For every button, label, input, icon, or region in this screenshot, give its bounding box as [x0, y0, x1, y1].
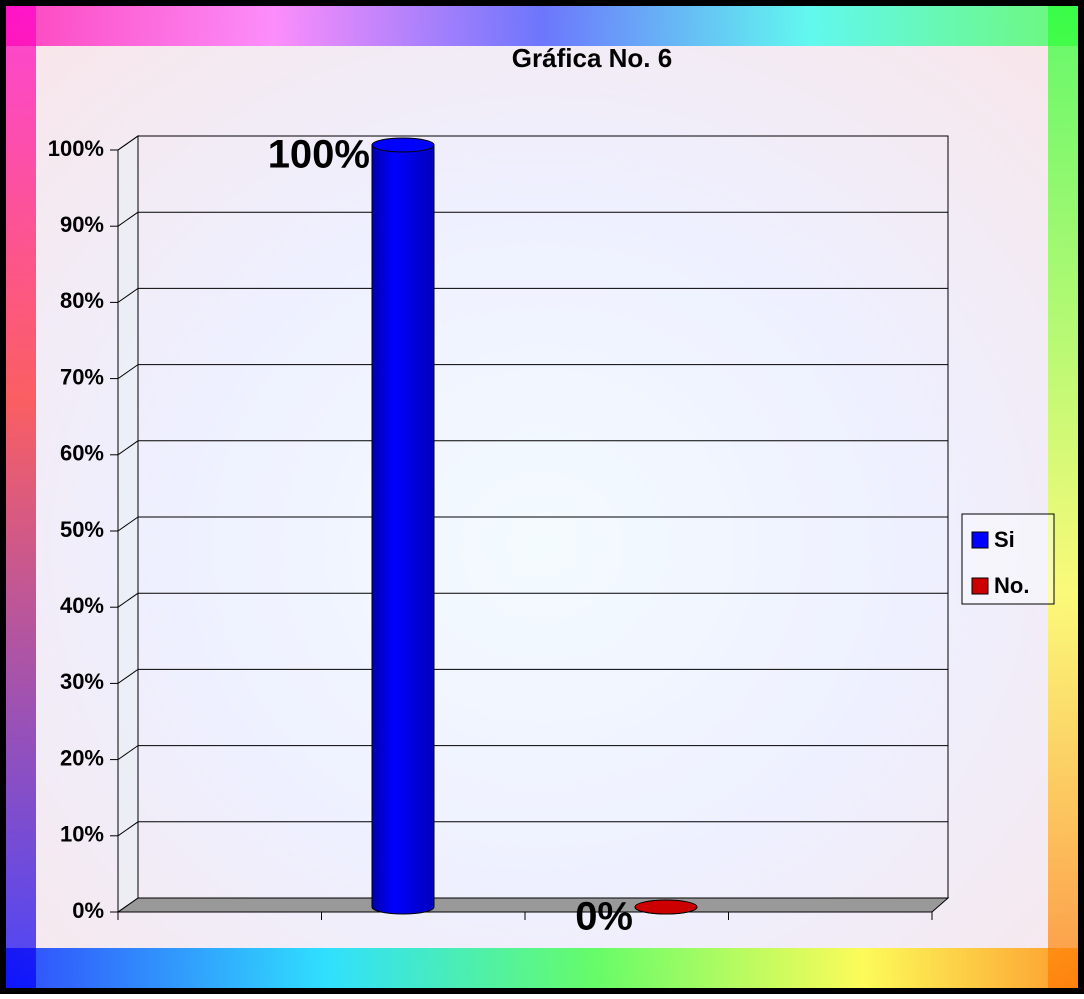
y-tick-label: 20% [60, 745, 104, 770]
frame [1048, 6, 1078, 988]
y-tick-label: 90% [60, 212, 104, 237]
chart-title: Gráfica No. 6 [512, 43, 672, 73]
frame [6, 6, 36, 988]
value-label: 100% [268, 133, 370, 177]
y-tick-label: 40% [60, 593, 104, 618]
legend-swatch [972, 532, 988, 548]
bar-cap [372, 138, 434, 152]
y-tick-label: 60% [60, 441, 104, 466]
frame [6, 948, 1078, 988]
background [6, 6, 1078, 988]
y-tick-label: 50% [60, 517, 104, 542]
y-tick-label: 100% [48, 136, 104, 161]
floor [118, 898, 948, 912]
legend-swatch [972, 578, 988, 594]
y-tick-label: 80% [60, 288, 104, 313]
frame [6, 6, 1078, 46]
bar [372, 145, 434, 914]
y-tick-label: 30% [60, 669, 104, 694]
y-tick-label: 10% [60, 822, 104, 847]
y-tick-label: 70% [60, 364, 104, 389]
bar-cap [635, 900, 697, 914]
chart: Gráfica No. 6 0% 10% 20% 30% 40% 50% 60% 70% 80%… [0, 0, 1084, 994]
y-tick-label: 0% [72, 898, 104, 923]
legend-label: Si [994, 527, 1015, 552]
legend-label: No. [994, 573, 1029, 598]
value-label: 0% [575, 895, 633, 939]
